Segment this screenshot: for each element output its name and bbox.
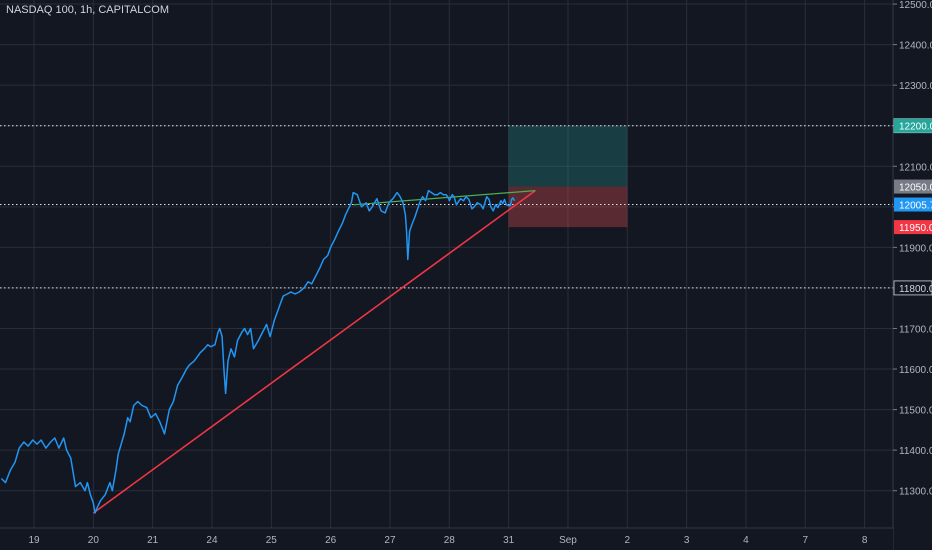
price-label-text: 12200.0 xyxy=(899,122,932,133)
plot-background xyxy=(0,0,893,550)
time-tick-label: 4 xyxy=(743,535,749,546)
time-axis[interactable]: 19 20 21 24 25 26 27 28 31 Sep 2 3 4 7 8 xyxy=(0,527,893,550)
chart-title: NASDAQ 100, 1h, CAPITALCOM xyxy=(6,4,170,16)
time-tick-label: 19 xyxy=(28,535,40,546)
price-axis[interactable]: 11300.0 11400.0 11500.0 11600.0 11700.0 11800… xyxy=(892,0,932,550)
price-tick-label: 12300.0 xyxy=(899,81,932,92)
time-tick-label: 8 xyxy=(862,535,868,546)
time-tick-label: 26 xyxy=(325,535,337,546)
price-axis-background xyxy=(893,0,932,550)
support-trendline[interactable] xyxy=(92,189,536,514)
time-tick-label: 24 xyxy=(206,535,218,546)
price-tick-label: 11400.0 xyxy=(899,446,932,457)
time-tick-label: 28 xyxy=(444,535,456,546)
level-label-box[interactable] xyxy=(893,280,932,296)
time-axis-background xyxy=(0,528,893,550)
time-tick-label: 7 xyxy=(803,535,809,546)
price-label-text: 12005.7 xyxy=(899,201,932,212)
horizontal-levels[interactable] xyxy=(0,125,893,289)
price-label-box[interactable] xyxy=(894,179,932,194)
time-tick-label: 27 xyxy=(384,535,396,546)
grid xyxy=(0,0,893,550)
time-tick-label: 20 xyxy=(88,535,100,546)
time-tick-label: 2 xyxy=(625,535,631,546)
price-label-box[interactable] xyxy=(894,118,932,133)
price-label-text: 12050.0 xyxy=(899,183,932,194)
trendlines[interactable] xyxy=(92,189,536,514)
level-label-text: 11800.0 xyxy=(899,284,932,295)
price-tick-label: 12500.0 xyxy=(899,0,932,11)
price-tick-label: 12400.0 xyxy=(899,41,932,52)
position-zones[interactable] xyxy=(508,125,628,228)
price-label-text: 11950.0 xyxy=(899,223,932,234)
price-tick-label: 11300.0 xyxy=(899,487,932,498)
price-label-box[interactable] xyxy=(894,197,932,212)
price-tick-label: 11600.0 xyxy=(899,365,932,376)
time-tick-label: 31 xyxy=(503,535,515,546)
price-tick-label: 12100.0 xyxy=(899,162,932,173)
stop-zone[interactable] xyxy=(508,186,628,228)
resistance-trendline[interactable] xyxy=(353,190,536,206)
time-tick-label: 3 xyxy=(684,535,690,546)
time-tick-label: 25 xyxy=(266,535,278,546)
price-tick-label: 11700.0 xyxy=(899,324,932,335)
time-tick-label: Sep xyxy=(559,535,577,546)
price-tick-label: 11500.0 xyxy=(899,406,932,417)
price-label-box[interactable] xyxy=(894,220,932,235)
time-tick-label: 21 xyxy=(147,535,159,546)
price-series xyxy=(0,189,516,514)
price-line xyxy=(0,189,516,514)
price-tick-label: 11900.0 xyxy=(899,243,932,254)
target-zone[interactable] xyxy=(508,125,628,187)
